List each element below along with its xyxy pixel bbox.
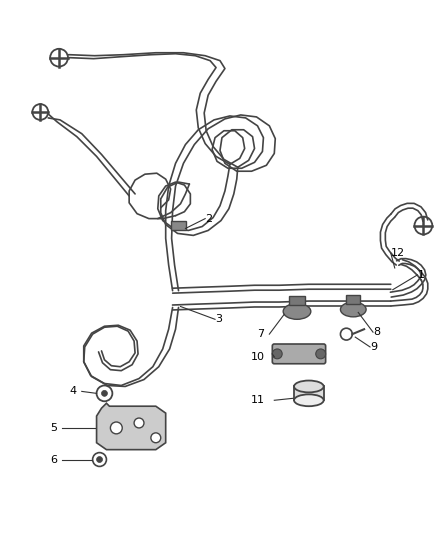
Text: 10: 10 bbox=[251, 352, 265, 362]
Text: 5: 5 bbox=[50, 423, 57, 433]
Text: 3: 3 bbox=[215, 314, 222, 324]
Text: 4: 4 bbox=[70, 386, 77, 397]
Text: 12: 12 bbox=[391, 248, 405, 258]
Text: 7: 7 bbox=[257, 329, 265, 339]
Text: 6: 6 bbox=[50, 455, 57, 465]
Ellipse shape bbox=[283, 303, 311, 319]
Text: 1: 1 bbox=[417, 270, 424, 280]
Circle shape bbox=[134, 418, 144, 428]
Ellipse shape bbox=[294, 381, 324, 392]
Bar bbox=[171, 221, 187, 230]
Text: 9: 9 bbox=[370, 342, 377, 352]
Ellipse shape bbox=[340, 302, 366, 317]
Circle shape bbox=[102, 390, 107, 397]
FancyBboxPatch shape bbox=[272, 344, 325, 364]
Bar bbox=[294, 386, 324, 400]
Text: 2: 2 bbox=[205, 214, 212, 224]
Ellipse shape bbox=[294, 394, 324, 406]
Bar bbox=[289, 296, 305, 305]
Circle shape bbox=[272, 349, 282, 359]
Circle shape bbox=[316, 349, 325, 359]
Polygon shape bbox=[96, 403, 166, 450]
Circle shape bbox=[110, 422, 122, 434]
Circle shape bbox=[96, 457, 102, 463]
Text: 11: 11 bbox=[251, 395, 265, 405]
Text: 8: 8 bbox=[373, 327, 380, 337]
Bar bbox=[346, 295, 360, 303]
Circle shape bbox=[151, 433, 161, 443]
